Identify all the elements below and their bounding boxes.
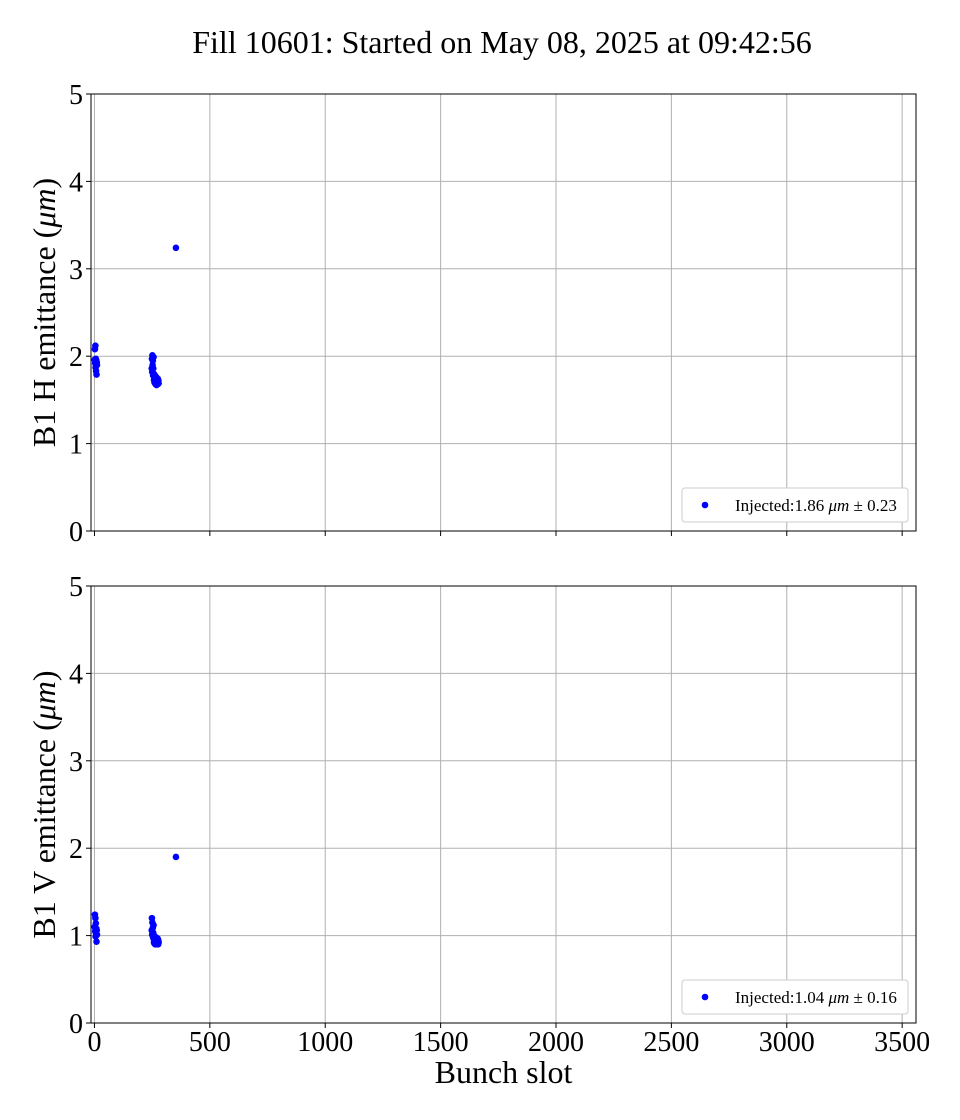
y-axis-label: B1 H emittance (μm): [26, 178, 62, 447]
x-tick-label: 500: [189, 1027, 231, 1058]
y-tick-label: 2: [69, 342, 83, 373]
y-axis-label: B1 V emittance (μm): [26, 670, 62, 938]
y-tick-label: 1: [69, 922, 83, 953]
legend-marker: [701, 993, 709, 1001]
data-point: [92, 920, 100, 927]
x-tick-label: 2500: [643, 1027, 699, 1058]
top-axes: 0 1 2 3 4 5 B1 H emittance (μm) Injected:1.86 μ…: [26, 80, 917, 548]
data-point: [92, 342, 99, 350]
data-point: [92, 914, 99, 922]
x-tick-label: 1000: [297, 1027, 353, 1058]
y-tick-label: 4: [69, 659, 83, 690]
x-tick-label: 1500: [413, 1027, 469, 1058]
x-tick-label: 0: [87, 1027, 101, 1058]
data-point: [155, 379, 162, 387]
data-point: [93, 361, 101, 369]
data-point: [172, 853, 180, 861]
data-point: [155, 939, 162, 946]
y-tick-label: 0: [69, 517, 83, 548]
data-point: [93, 931, 101, 939]
y-tick-label: 1: [69, 430, 83, 461]
x-tick-label: 3000: [759, 1027, 815, 1058]
data-point: [172, 244, 180, 252]
x-tick-label: 3500: [874, 1027, 930, 1058]
data-point: [150, 365, 157, 372]
data-point: [93, 938, 100, 946]
axes-frame: [90, 93, 917, 532]
legend-label: Injected:1.04 μm ± 0.16: [735, 988, 897, 1007]
legend-label: Injected:1.86 μm ± 0.23: [735, 496, 897, 515]
y-tick-label: 5: [69, 80, 83, 111]
x-axis-label: Bunch slot: [435, 1054, 573, 1090]
y-tick-label: 4: [69, 167, 83, 198]
legend-box: [681, 487, 909, 523]
y-tick-label: 2: [69, 834, 83, 865]
data-point: [150, 353, 157, 361]
y-tick-label: 3: [69, 747, 83, 778]
legend-marker: [701, 501, 709, 509]
data-point: [93, 371, 100, 378]
bottom-axes: 0 500 1000 1500 2000 2500 3000 3500 0 1 2 3 4 5 B1 V e…: [26, 572, 930, 1090]
legend-box: [681, 979, 909, 1015]
y-tick-label: 3: [69, 255, 83, 286]
y-tick-label: 0: [69, 1009, 83, 1040]
y-tick-label: 5: [69, 572, 83, 603]
chart-title: Fill 10601: Started on May 08, 2025 at 0…: [192, 24, 812, 60]
x-tick-label: 2000: [528, 1027, 584, 1058]
axes-frame: [90, 585, 917, 1024]
data-point: [150, 921, 157, 929]
